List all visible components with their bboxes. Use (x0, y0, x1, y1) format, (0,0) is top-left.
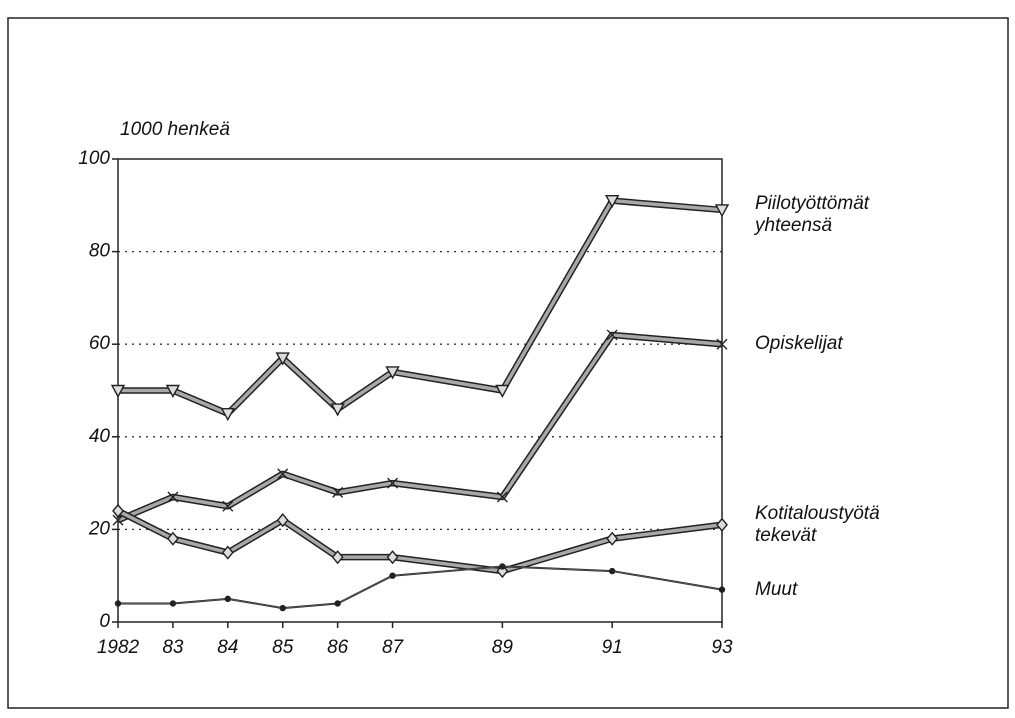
line (117, 333, 723, 522)
x-tick-label: 87 (382, 637, 405, 658)
marker (275, 352, 290, 366)
legend-label: Kotitaloustyötä tekevät (755, 502, 880, 546)
x-tick-label: 83 (162, 637, 184, 658)
marker (169, 600, 177, 607)
x-tick-label: 89 (492, 637, 514, 658)
marker (605, 194, 620, 209)
marker (608, 567, 616, 575)
marker (716, 517, 728, 532)
marker (332, 486, 344, 498)
marker (716, 338, 728, 350)
marker (331, 550, 344, 565)
y-tick-label: 80 (89, 241, 111, 262)
marker (386, 550, 399, 565)
y-tick-label: 100 (78, 148, 110, 169)
marker (166, 531, 179, 546)
plot-frame (117, 158, 723, 623)
y-tick-label: 20 (88, 518, 111, 539)
marker (495, 384, 510, 398)
marker (110, 384, 126, 398)
y-tick-label: 40 (89, 426, 111, 447)
y-tick-label: 0 (99, 611, 110, 632)
legend-label: Piilotyöttömät yhteensä (755, 192, 870, 236)
line (117, 509, 723, 573)
y-tick-label: 60 (89, 333, 111, 354)
marker (496, 491, 508, 503)
x-tick-label: 1982 (97, 637, 140, 658)
legend-label: Muut (755, 578, 798, 600)
marker (330, 403, 345, 417)
marker (718, 586, 726, 593)
marker (276, 513, 289, 528)
marker (387, 477, 399, 489)
y-axis-label: 1000 henkeä (120, 119, 230, 140)
x-tick-label: 84 (217, 637, 238, 658)
marker (112, 503, 124, 518)
marker (222, 500, 234, 512)
marker (221, 545, 234, 560)
marker (114, 600, 122, 607)
x-tick-label: 93 (711, 637, 733, 658)
line (118, 198, 723, 416)
marker (277, 468, 289, 480)
frame (7, 17, 1009, 709)
x-tick-label: 85 (272, 637, 294, 658)
marker (112, 514, 124, 526)
marker (606, 329, 618, 341)
marker (279, 604, 286, 612)
line-outline (116, 331, 723, 524)
line-outline (118, 565, 723, 610)
marker (167, 491, 179, 503)
marker (220, 407, 235, 422)
marker (224, 595, 232, 603)
marker (389, 572, 396, 579)
x-tick-label: 91 (602, 637, 623, 658)
marker (385, 366, 400, 380)
marker (165, 384, 181, 398)
marker (606, 531, 619, 546)
line-outline (118, 197, 723, 417)
marker (334, 600, 341, 607)
legend-label: Opiskelijat (755, 333, 843, 355)
marker (714, 204, 730, 218)
marker (499, 563, 506, 570)
x-tick-label: 86 (327, 637, 349, 658)
